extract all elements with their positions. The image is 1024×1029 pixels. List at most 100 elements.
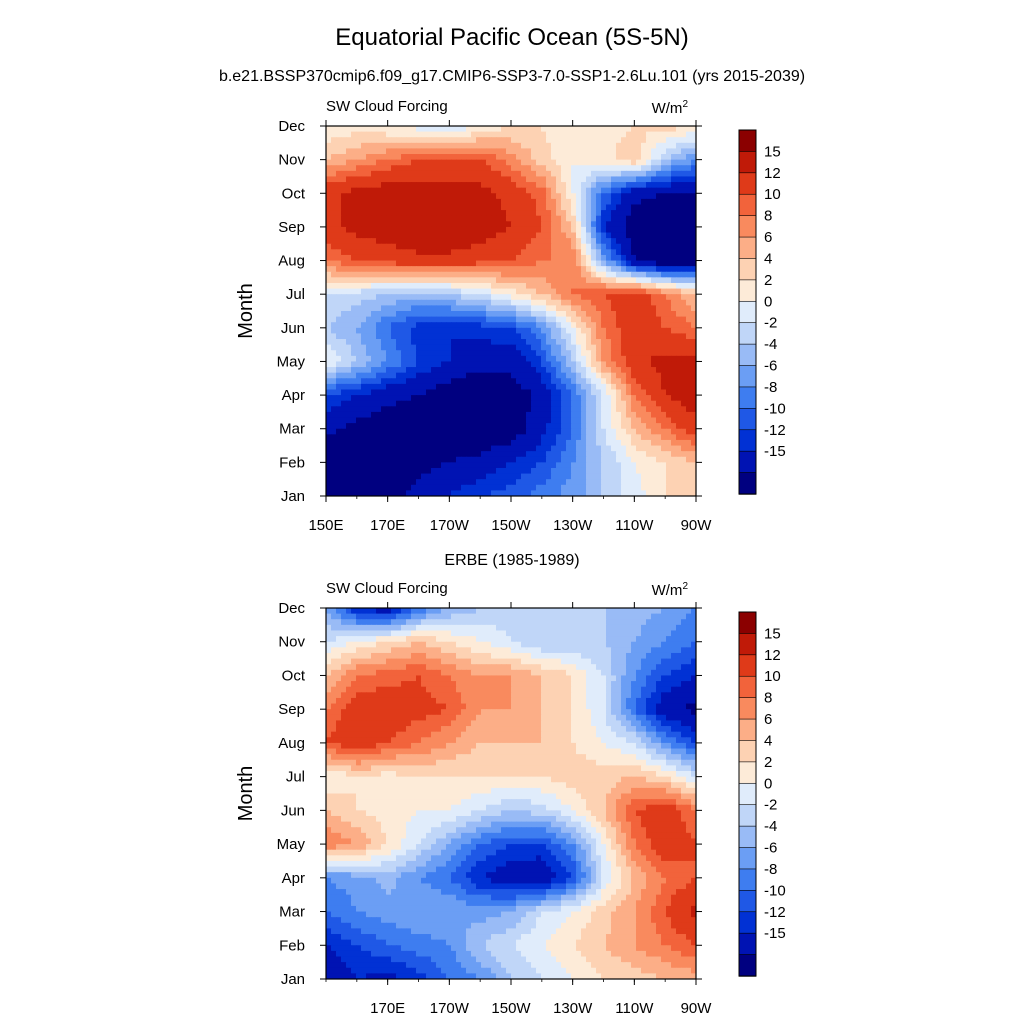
heatmap-cell [396,227,402,233]
heatmap-cell [411,311,417,317]
heatmap-cell [466,148,472,154]
heatmap-cell [641,434,647,440]
heatmap-cell [596,216,602,222]
heatmap-cell [396,210,402,216]
heatmap-cell [346,479,352,485]
heatmap-cell [526,389,532,395]
heatmap-cell [641,210,647,216]
heatmap-cell [506,361,512,367]
heatmap-cell [511,216,517,222]
heatmap-cell [666,373,672,379]
heatmap-cell [441,468,447,474]
heatmap-cell [341,317,347,323]
heatmap-cell [481,171,487,177]
heatmap-cell [511,272,517,278]
heatmap-cell [446,249,452,255]
heatmap-cell [386,199,392,205]
heatmap-cell [601,165,607,171]
heatmap-cell [371,305,377,311]
heatmap-cell [626,182,632,188]
heatmap-cell [431,457,437,463]
heatmap-cell [681,193,687,199]
heatmap-cell [576,255,582,261]
heatmap-cell [621,148,627,154]
heatmap-cell [676,429,682,435]
heatmap-cell [501,204,507,210]
heatmap-cell [431,210,437,216]
heatmap-cell [411,199,417,205]
heatmap-cell [561,300,567,306]
heatmap-cell [586,367,592,373]
heatmap-cell [581,244,587,250]
heatmap-cell [446,423,452,429]
heatmap-cell [426,182,432,188]
heatmap-cell [611,350,617,356]
heatmap-cell [606,378,612,384]
heatmap-cell [436,434,442,440]
heatmap-cell [601,339,607,345]
heatmap-cell [591,238,597,244]
heatmap-cell [441,221,447,227]
heatmap-cell [331,277,337,283]
heatmap-cell [441,406,447,412]
heatmap-cell [681,412,687,418]
heatmap-cell [656,204,662,210]
heatmap-cell [446,137,452,143]
heatmap-cell [541,462,547,468]
heatmap-cell [521,305,527,311]
heatmap-cell [546,406,552,412]
heatmap-cell [421,199,427,205]
heatmap-cell [436,395,442,401]
heatmap-cell [406,423,412,429]
heatmap-cell [671,193,677,199]
heatmap-cell [376,154,382,160]
heatmap-cell [336,406,342,412]
heatmap-cell [406,244,412,250]
heatmap-cell [476,300,482,306]
heatmap-cell [416,188,422,194]
heatmap-cell [581,249,587,255]
heatmap-cell [521,474,527,480]
heatmap-cell [591,384,597,390]
heatmap-cell [386,126,392,132]
heatmap-cell [596,305,602,311]
heatmap-cell [596,227,602,233]
heatmap-cell [516,322,522,328]
heatmap-cell [531,373,537,379]
heatmap-cell [666,137,672,143]
heatmap-cell [366,221,372,227]
heatmap-cell [501,238,507,244]
heatmap-cell [616,216,622,222]
colorbar-swatch [739,430,756,452]
heatmap-cell [541,446,547,452]
heatmap-cell [351,160,357,166]
heatmap-cell [401,311,407,317]
heatmap-cell [486,418,492,424]
heatmap-cell [381,165,387,171]
heatmap-cell [371,277,377,283]
heatmap-cell [626,457,632,463]
heatmap-cell [471,165,477,171]
heatmap-cell [566,137,572,143]
heatmap-cell [661,446,667,452]
heatmap-cell [651,418,657,424]
heatmap-cell [651,311,657,317]
heatmap-cell [391,384,397,390]
heatmap-cell [406,199,412,205]
heatmap-cell [476,148,482,154]
heatmap-cell [441,199,447,205]
heatmap-cell [396,406,402,412]
heatmap-cell [681,317,687,323]
heatmap-cell [531,429,537,435]
heatmap-cell [481,395,487,401]
heatmap-cell [571,216,577,222]
heatmap-cell [671,412,677,418]
heatmap-cell [366,289,372,295]
heatmap-cell [541,418,547,424]
heatmap-cell [396,350,402,356]
heatmap-cell [556,462,562,468]
heatmap-cell [496,429,502,435]
heatmap-cell [386,277,392,283]
heatmap-cell [671,305,677,311]
heatmap-cell [366,356,372,362]
